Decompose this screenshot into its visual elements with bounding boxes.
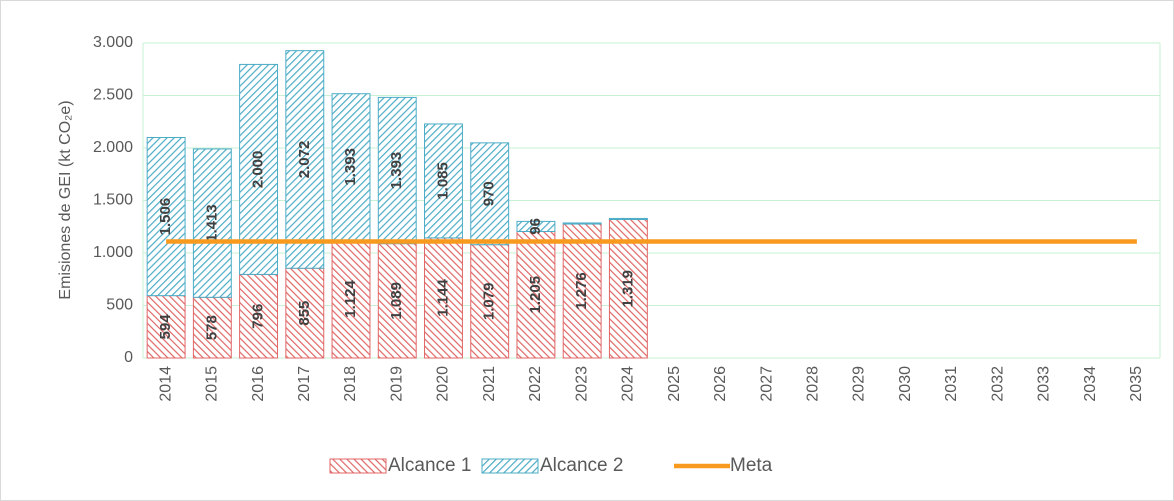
data-label: 1.393 — [342, 148, 359, 186]
data-label: 594 — [157, 314, 174, 340]
data-label: 96 — [527, 218, 544, 235]
x-tick-label: 2031 — [943, 366, 960, 402]
bar-segment — [516, 220, 556, 232]
y-axis-label: Emisiones de GEI (kt CO₂e) — [57, 100, 74, 299]
bar-segment — [377, 96, 417, 245]
data-label: 1.144 — [434, 279, 451, 317]
data-label: 970 — [481, 181, 498, 206]
x-tick-label: 2025 — [666, 366, 683, 402]
data-label: 855 — [296, 301, 313, 326]
data-label: 2.072 — [296, 141, 313, 179]
legend-label: Meta — [730, 455, 773, 476]
x-tick-label: 2018 — [342, 366, 359, 402]
y-tick-label: 2.000 — [93, 139, 133, 156]
x-tick-label: 2023 — [573, 366, 590, 402]
x-tick-label: 2028 — [805, 366, 822, 402]
data-label: 1.079 — [481, 283, 498, 321]
x-tick-label: 2016 — [250, 366, 267, 402]
y-tick-label: 500 — [106, 297, 133, 314]
x-tick-label: 2032 — [989, 366, 1006, 402]
data-label: 578 — [203, 315, 220, 340]
y-tick-label: 1.000 — [93, 244, 133, 261]
data-label: 1.413 — [203, 204, 220, 242]
x-tick-label: 2027 — [758, 366, 775, 402]
y-tick-label: 3.000 — [93, 34, 133, 51]
x-tick-label: 2034 — [1082, 366, 1099, 402]
bar-segment — [424, 237, 463, 359]
x-tick-label: 2022 — [527, 366, 544, 402]
legend-label: Alcance 1 — [388, 455, 471, 476]
y-tick-label: 1.500 — [93, 192, 133, 209]
legend-swatch — [481, 458, 539, 474]
bar-segment — [424, 123, 463, 239]
bar-segment — [470, 244, 510, 359]
x-tick-label: 2015 — [204, 366, 221, 402]
y-tick-label: 0 — [124, 349, 133, 366]
x-tick-label: 2035 — [1128, 366, 1145, 402]
x-tick-label: 2033 — [1036, 366, 1053, 402]
y-tick-label: 2.500 — [93, 87, 133, 104]
data-label: 1.506 — [157, 198, 174, 236]
bar-segment — [516, 230, 556, 359]
bar-segment — [331, 239, 371, 359]
x-tick-label: 2019 — [388, 366, 405, 402]
x-tick-label: 2014 — [157, 366, 174, 402]
bar-segment — [331, 93, 371, 241]
x-tick-label: 2026 — [712, 366, 729, 402]
data-label: 1.319 — [619, 270, 636, 308]
legend-label: Alcance 2 — [540, 455, 623, 476]
bar-segment — [285, 50, 325, 269]
data-label: 1.393 — [388, 152, 405, 190]
bar-segment — [239, 273, 279, 359]
data-label: 1.276 — [573, 272, 590, 310]
x-tick-label: 2021 — [481, 366, 498, 402]
legend-swatch — [329, 458, 387, 474]
data-label: 1.205 — [527, 276, 544, 314]
bar-segment — [608, 217, 648, 221]
bar-segment — [470, 142, 510, 246]
data-label: 1.124 — [342, 280, 359, 318]
x-tick-label: 2030 — [897, 366, 914, 402]
data-label: 2.000 — [250, 151, 267, 189]
x-tick-label: 2029 — [851, 366, 868, 402]
x-tick-label: 2017 — [296, 366, 313, 402]
bar-segment — [146, 137, 186, 297]
bar-segment — [192, 148, 232, 298]
x-tick-label: 2024 — [620, 366, 637, 402]
bar-segment — [146, 295, 186, 359]
data-label: 1.085 — [434, 162, 451, 200]
data-label: 1.089 — [388, 282, 405, 320]
x-tick-label: 2020 — [435, 366, 452, 402]
bar-segment — [562, 222, 602, 225]
data-label: 796 — [250, 304, 267, 329]
